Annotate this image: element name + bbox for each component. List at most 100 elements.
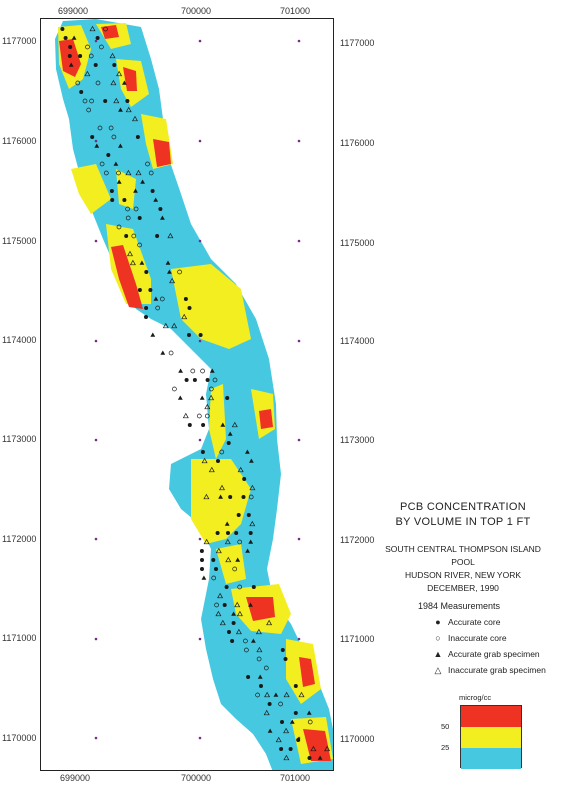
x-tick-label-top: 700000	[181, 6, 212, 16]
filled-circle-sample-marker	[144, 315, 148, 319]
filled-circle-sample-marker	[155, 234, 160, 238]
filled-circle-sample-marker	[150, 189, 155, 193]
filled-circle-sample-marker	[225, 396, 230, 400]
filled-circle-sample-marker	[201, 423, 206, 427]
filled-circle-sample-marker	[215, 531, 220, 535]
y-tick-label-left: 1177000	[2, 36, 37, 46]
filled-circle-sample-marker	[283, 657, 288, 661]
open-circle-sample-marker	[116, 224, 122, 230]
open-circle-sample-marker	[86, 107, 92, 113]
date-line: DECEMBER, 1990	[427, 583, 499, 593]
open-circle-sample-marker	[103, 26, 108, 32]
filled-triangle-sample-marker	[218, 494, 223, 499]
open-circle-sample-marker	[155, 305, 161, 311]
filled-circle-sample-marker	[296, 738, 301, 742]
open-circle-sample-marker	[168, 350, 174, 356]
filled-triangle-sample-marker	[153, 197, 159, 202]
grid-marker	[198, 637, 202, 641]
open-circle-sample-marker	[97, 125, 103, 131]
filled-circle-sample-marker	[158, 207, 163, 211]
filled-circle-sample-marker	[125, 99, 130, 103]
river-high-zone	[299, 657, 315, 687]
river-high-zone	[101, 25, 119, 39]
filled-triangle-sample-marker	[165, 260, 171, 265]
open-circle-sample-marker	[75, 80, 81, 86]
filled-circle-sample-marker	[231, 621, 236, 625]
filled-circle-sample-marker	[183, 297, 188, 301]
filled-circle-sample-marker	[187, 306, 192, 310]
filled-circle-sample-marker	[135, 135, 140, 139]
open-circle-sample-marker	[237, 584, 243, 590]
open-circle-sample-marker	[214, 602, 219, 608]
filled-circle-sample-marker	[230, 639, 235, 643]
grid-marker	[297, 339, 301, 343]
filled-circle-sample-marker	[109, 189, 114, 193]
open-triangle-sample-marker	[129, 259, 136, 266]
open-circle-sample-marker	[219, 449, 225, 455]
filled-circle-sample-marker	[68, 45, 73, 49]
open-triangle-sample-marker	[249, 484, 256, 491]
legend-item-inaccurate-grab: △ Inaccurate grab specimen	[432, 664, 546, 676]
open-circle-sample-marker	[89, 98, 94, 104]
filled-circle-sample-marker	[280, 720, 284, 724]
open-triangle-sample-marker	[215, 547, 222, 554]
open-triangle-sample-marker	[225, 556, 232, 563]
y-tick-label-right: 1177000	[340, 38, 375, 48]
y-tick-label-right: 1173000	[340, 435, 375, 445]
open-circle-sample-marker	[177, 269, 182, 275]
filled-triangle-sample-marker	[306, 710, 312, 715]
filled-triangle-sample-marker	[68, 62, 74, 67]
grid-marker	[297, 537, 301, 541]
y-tick-label-left: 1174000	[2, 335, 37, 345]
filled-circle-sample-marker	[184, 378, 189, 382]
filled-circle-sample-marker	[137, 288, 142, 292]
colorbar-mid-band	[461, 727, 521, 748]
filled-triangle-sample-marker	[71, 35, 77, 40]
grid-marker	[198, 537, 202, 541]
legend-item-accurate-core: ● Accurate core	[432, 616, 500, 628]
filled-circle-sample-marker	[293, 684, 298, 688]
filled-circle-sample-marker	[226, 441, 231, 445]
open-circle-sample-marker	[248, 494, 254, 500]
filled-circle-sample-marker	[248, 531, 253, 535]
filled-circle-sample-marker	[288, 747, 293, 751]
filled-circle-sample-marker	[112, 63, 117, 67]
filled-circle-sample-marker	[267, 702, 272, 706]
filled-circle-sample-marker	[241, 495, 246, 499]
filled-circle-sample-marker	[280, 648, 285, 652]
filled-triangle-sample-marker	[251, 638, 256, 643]
open-triangle-sample-marker	[167, 232, 174, 239]
open-triangle-sample-marker	[283, 727, 290, 734]
open-circle-sample-marker	[255, 692, 260, 698]
open-triangle-sample-marker	[255, 628, 262, 635]
open-circle-sample-marker	[133, 206, 139, 212]
filled-circle-sample-marker	[279, 747, 284, 751]
filled-circle-sample-marker	[200, 558, 204, 562]
filled-circle-sample-marker	[144, 270, 149, 274]
river-high-zone	[303, 729, 331, 761]
filled-triangle-sample-marker	[249, 458, 254, 463]
open-triangle-sample-marker	[256, 646, 263, 653]
river-mid-zone	[191, 459, 251, 544]
filled-circle-sample-marker	[60, 27, 65, 31]
filled-circle-sample-marker	[63, 36, 68, 40]
open-triangle-sample-marker	[283, 691, 290, 698]
filled-triangle-sample-marker	[245, 449, 250, 454]
filled-circle-sample-marker	[293, 711, 298, 715]
river-high-zone	[59, 39, 81, 77]
open-triangle-sample-marker	[310, 745, 317, 752]
filled-circle-sample-marker	[200, 567, 204, 571]
open-circle-sample-marker	[196, 413, 202, 419]
open-triangle-sample-marker	[219, 484, 225, 491]
open-circle-sample-marker	[148, 170, 154, 176]
open-triangle-sample-marker	[298, 691, 305, 698]
open-triangle-sample-marker	[235, 628, 242, 635]
filled-circle-sample-marker	[67, 54, 72, 58]
filled-triangle-sample-marker	[140, 179, 145, 184]
filled-circle-sample-marker	[251, 585, 256, 589]
filled-triangle-sample-marker	[224, 521, 230, 526]
open-circle-sample-marker	[200, 368, 205, 374]
open-circle-sample-marker	[159, 296, 165, 302]
open-triangle-sample-marker	[234, 601, 241, 608]
filled-triangle-sample-marker	[160, 350, 166, 355]
